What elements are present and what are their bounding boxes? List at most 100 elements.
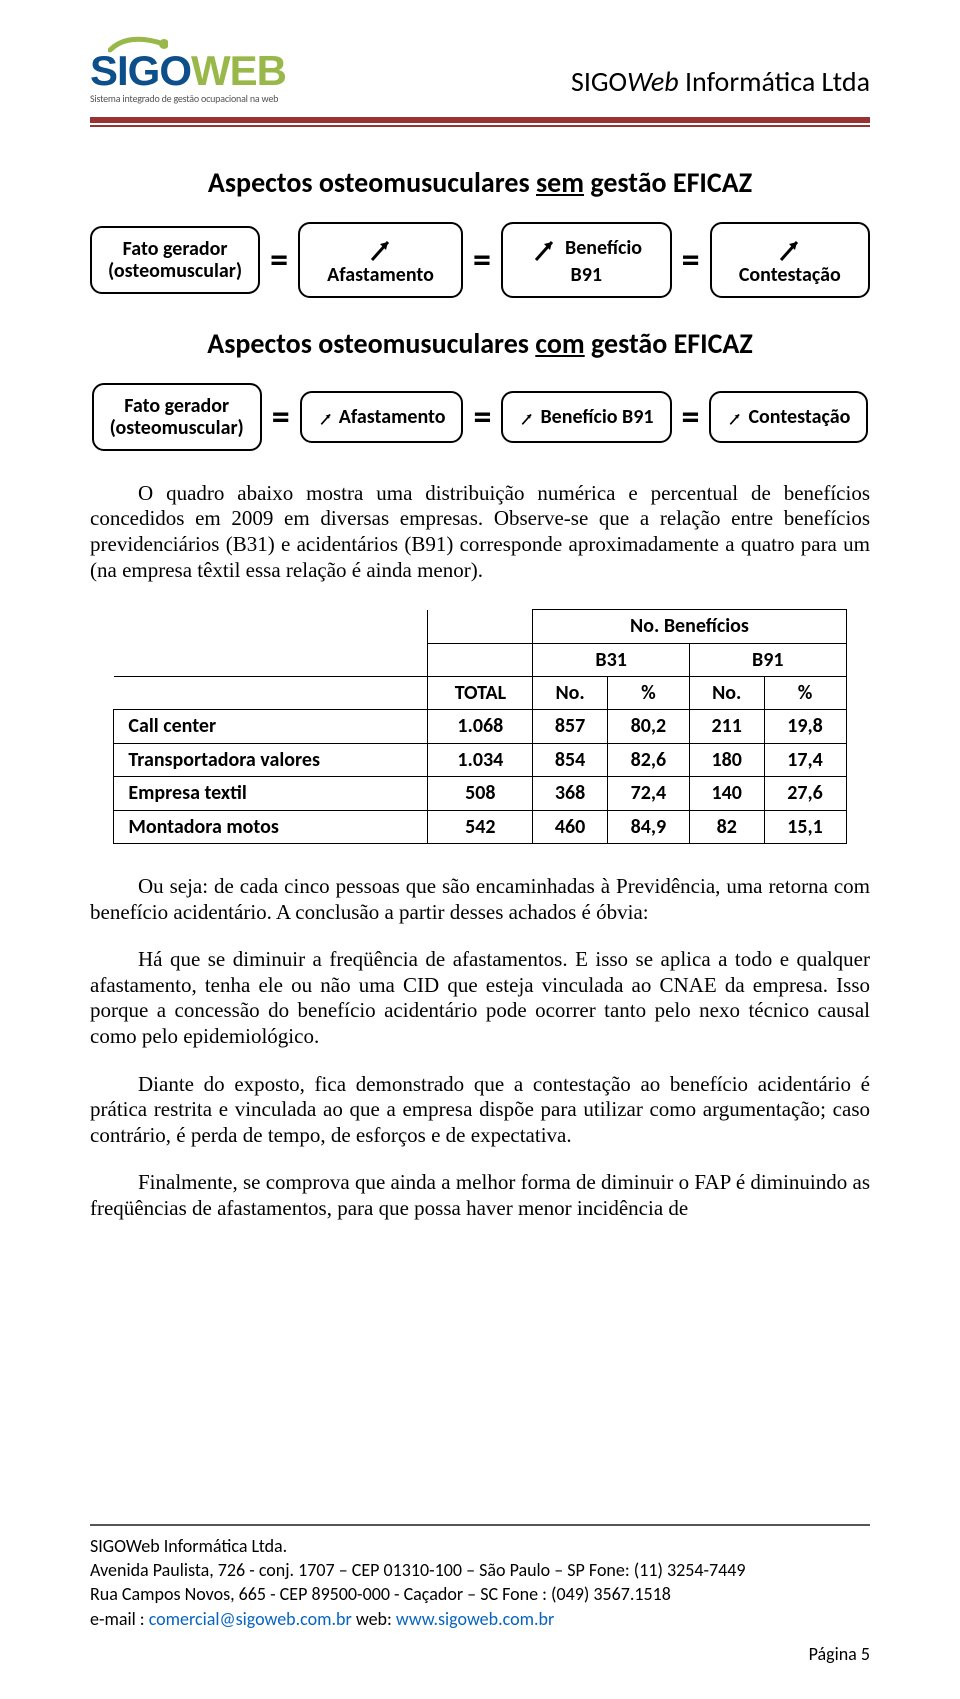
up-arrow-icon xyxy=(727,410,744,427)
diagram-com-title-prefix: Aspectos osteomusuculares xyxy=(207,326,535,361)
body-text: O quadro abaixo mostra uma distribuição … xyxy=(90,481,870,1222)
table-cell-b31-no: 854 xyxy=(533,743,608,776)
flow-box: Contestação xyxy=(710,222,870,298)
table-header-b91-pct: % xyxy=(764,677,846,710)
table-row: Montadora motos 542 460 84,9 82 15,1 xyxy=(114,810,846,843)
table-header-top: No. Benefícios xyxy=(533,610,846,643)
diagram-sem-title-suffix: gestão EFICAZ xyxy=(584,165,752,200)
table-cell-b91-pct: 27,6 xyxy=(764,777,846,810)
header-title-part1: SIGO xyxy=(571,64,627,99)
footer-web-label: web: xyxy=(352,1608,396,1630)
table-cell-b91-no: 180 xyxy=(689,743,764,776)
flow-box: Fato gerador(osteomuscular) xyxy=(92,383,262,451)
table-cell-b91-no: 82 xyxy=(689,810,764,843)
table-header-total: TOTAL xyxy=(428,677,533,710)
flow-box: Contestação xyxy=(709,391,868,443)
paragraph-5: Finalmente, se comprova que ainda a melh… xyxy=(90,1170,870,1221)
table-cell-total: 1.068 xyxy=(428,710,533,743)
table-cell-total: 542 xyxy=(428,810,533,843)
diagram-com-title: Aspectos osteomusuculares com gestão EFI… xyxy=(90,326,870,361)
header-company-title: SIGOWeb Informática Ltda xyxy=(571,64,870,105)
diagram-com-gestao: Aspectos osteomusuculares com gestão EFI… xyxy=(90,326,870,451)
up-arrow-icon xyxy=(519,410,536,427)
equals-symbol: = xyxy=(270,395,292,439)
diagram-sem-title-prefix: Aspectos osteomusuculares xyxy=(208,165,536,200)
table-cell-b31-pct: 84,9 xyxy=(607,810,689,843)
footer-web-link[interactable]: www.sigoweb.com.br xyxy=(396,1608,554,1630)
table-row: Transportadora valores 1.034 854 82,6 18… xyxy=(114,743,846,776)
footer-company: SIGOWeb Informática Ltda. xyxy=(90,1534,870,1558)
table-header-b31-pct: % xyxy=(607,677,689,710)
table-header-total-blank2 xyxy=(428,643,533,676)
footer-email-label: e-mail : xyxy=(90,1608,149,1630)
paragraph-2: Ou seja: de cada cinco pessoas que são e… xyxy=(90,874,870,925)
header-title-part2: Web xyxy=(627,64,679,99)
footer-divider xyxy=(90,1524,870,1526)
header-rule xyxy=(90,117,870,127)
table-row: Call center 1.068 857 80,2 211 19,8 xyxy=(114,710,846,743)
footer-contacts: e-mail : comercial@sigoweb.com.br web: w… xyxy=(90,1607,870,1631)
table-header-b91-no: No. xyxy=(689,677,764,710)
logo: SIGOWEB Sistema integrado de gestão ocup… xyxy=(90,36,286,105)
table-cell-b91-pct: 15,1 xyxy=(764,810,846,843)
diagram-sem-title-underlined: sem xyxy=(536,165,584,200)
paragraph-1: O quadro abaixo mostra uma distribuição … xyxy=(90,481,870,583)
equals-symbol: = xyxy=(268,238,290,282)
table-cell-b31-no: 460 xyxy=(533,810,608,843)
table-header-b31-no: No. xyxy=(533,677,608,710)
table-rowlabel-blank xyxy=(114,677,428,710)
flow-box: Afastamento xyxy=(300,391,464,443)
footer-addr1: Avenida Paulista, 726 - conj. 1707 – CEP… xyxy=(90,1558,870,1582)
table-cell-total: 1.034 xyxy=(428,743,533,776)
table-row-label: Transportadora valores xyxy=(114,743,428,776)
flow-box: Fato gerador(osteomuscular) xyxy=(90,226,260,294)
up-arrow-icon xyxy=(366,234,396,264)
page-header: SIGOWEB Sistema integrado de gestão ocup… xyxy=(90,36,870,113)
table-row-label: Empresa textil xyxy=(114,777,428,810)
diagram-sem-title: Aspectos osteomusuculares sem gestão EFI… xyxy=(90,165,870,200)
table-header-b31: B31 xyxy=(533,643,690,676)
paragraph-3: Há que se diminuir a freqüência de afast… xyxy=(90,947,870,1049)
paragraph-4: Diante do exposto, fica demonstrado que … xyxy=(90,1072,870,1149)
table-row-label: Call center xyxy=(114,710,428,743)
logo-text-sigo: SIGO xyxy=(90,47,191,94)
equals-symbol: = xyxy=(471,238,493,282)
footer-addr2: Rua Campos Novos, 665 - CEP 89500-000 - … xyxy=(90,1582,870,1606)
logo-text: SIGOWEB xyxy=(90,36,286,90)
table-cell-b31-no: 368 xyxy=(533,777,608,810)
table-cell-b91-no: 211 xyxy=(689,710,764,743)
table-row-label: Montadora motos xyxy=(114,810,428,843)
table-cell-b91-pct: 19,8 xyxy=(764,710,846,743)
footer-email-link[interactable]: comercial@sigoweb.com.br xyxy=(149,1608,352,1630)
benefits-table: No. Benefícios B31 B91 TOTAL No. % No. %… xyxy=(113,609,846,844)
table-cell-b31-pct: 72,4 xyxy=(607,777,689,810)
equals-symbol: = xyxy=(680,395,702,439)
header-title-part3: Informática Ltda xyxy=(679,64,870,99)
flow-box: Benefício B91 xyxy=(501,222,672,298)
table-row: Empresa textil 508 368 72,4 140 27,6 xyxy=(114,777,846,810)
flow-box: Benefício B91 xyxy=(501,391,671,443)
equals-symbol: = xyxy=(680,238,702,282)
table-cell-b31-pct: 82,6 xyxy=(607,743,689,776)
up-arrow-icon xyxy=(318,410,335,427)
flow-row-sem: Fato gerador(osteomuscular)= Afastamento… xyxy=(90,222,870,298)
table-total-blank xyxy=(428,610,533,643)
diagram-sem-gestao: Aspectos osteomusuculares sem gestão EFI… xyxy=(90,165,870,298)
up-arrow-icon xyxy=(530,234,560,264)
up-arrow-icon xyxy=(775,234,805,264)
equals-symbol: = xyxy=(471,395,493,439)
diagram-com-title-underlined: com xyxy=(535,326,584,361)
logo-tagline: Sistema integrado de gestão ocupacional … xyxy=(90,92,286,105)
table-cell-b31-pct: 80,2 xyxy=(607,710,689,743)
table-header-b91: B91 xyxy=(689,643,846,676)
flow-box: Afastamento xyxy=(298,222,463,298)
diagram-com-title-suffix: gestão EFICAZ xyxy=(585,326,753,361)
flow-row-com: Fato gerador(osteomuscular)= Afastamento… xyxy=(90,383,870,451)
table-corner-blank xyxy=(114,610,428,677)
table-cell-b91-no: 140 xyxy=(689,777,764,810)
logo-text-web: WEB xyxy=(191,47,286,94)
table-cell-b91-pct: 17,4 xyxy=(764,743,846,776)
table-cell-b31-no: 857 xyxy=(533,710,608,743)
page-footer: SIGOWeb Informática Ltda. Avenida Paulis… xyxy=(90,1524,870,1665)
table-cell-total: 508 xyxy=(428,777,533,810)
